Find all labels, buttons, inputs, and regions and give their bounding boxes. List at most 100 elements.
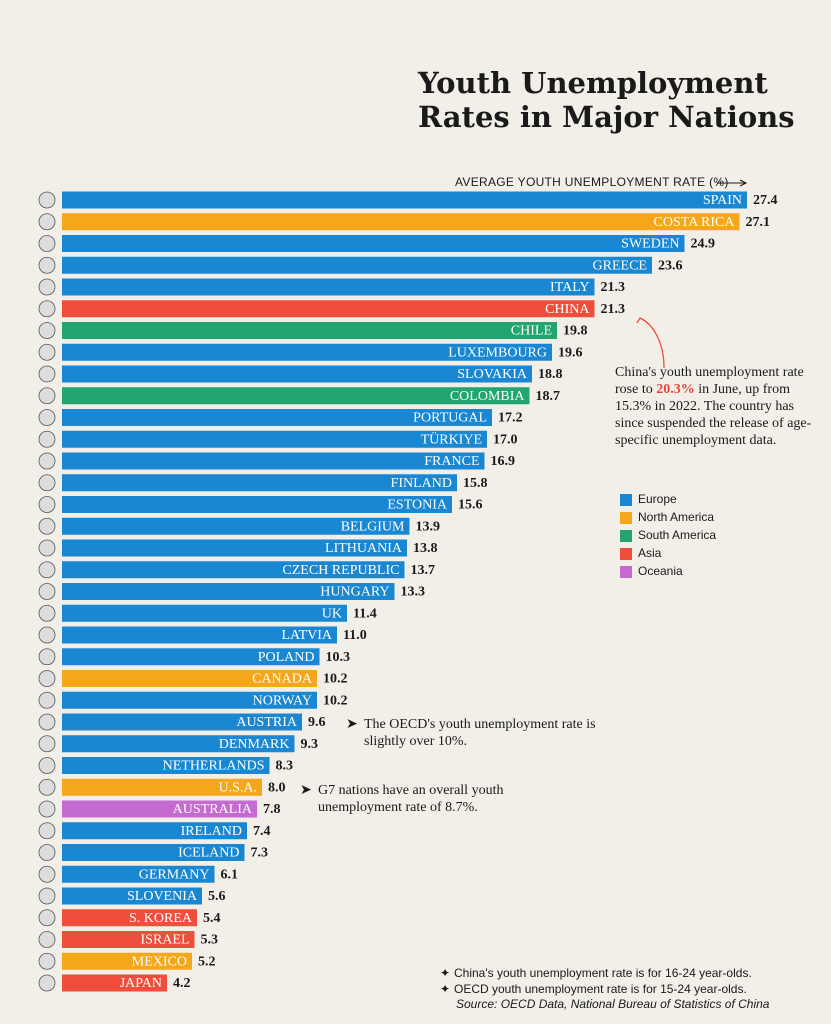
value-label: 13.9: [416, 519, 441, 534]
legend-label: South America: [638, 528, 716, 542]
legend-swatch: [620, 566, 632, 578]
value-label: 5.3: [201, 933, 219, 948]
china-arrow: [639, 317, 665, 369]
legend-label: Asia: [638, 546, 662, 560]
bar: [62, 735, 295, 753]
bar: [62, 409, 492, 426]
value-label: 13.8: [413, 541, 438, 556]
bar: [62, 365, 532, 383]
value-label: 9.6: [308, 715, 326, 730]
bar: [62, 452, 485, 470]
bar: [62, 213, 740, 231]
category-label: HUNGARY: [320, 585, 389, 600]
value-label: 13.3: [401, 585, 426, 600]
footnote: China's youth unemployment rate is for 1…: [440, 966, 831, 980]
value-label: 13.7: [411, 563, 436, 578]
flag: [38, 213, 56, 231]
bar: [62, 757, 270, 774]
value-label: 19.8: [563, 324, 588, 339]
category-label: ISRAEL: [141, 933, 190, 948]
flag: [38, 191, 56, 209]
subtitle: AVERAGE YOUTH UNEMPLOYMENT RATE (%): [455, 175, 729, 189]
legend-label: Oceania: [638, 564, 683, 578]
source: Source: OECD Data, National Bureau of St…: [456, 997, 770, 1011]
value-label: 27.4: [753, 193, 778, 208]
category-label: ICELAND: [178, 846, 239, 861]
bar: [62, 887, 202, 905]
chart-title: Youth Unemployment Rates in Major Nation…: [418, 66, 795, 134]
value-label: 7.3: [251, 846, 269, 861]
bar: [62, 561, 405, 579]
oecd-note: The OECD's youth unemployment rate is sl…: [346, 716, 604, 750]
category-label: DENMARK: [219, 737, 290, 752]
value-label: 21.3: [601, 302, 626, 317]
flag: [38, 822, 56, 840]
flag: [38, 256, 56, 274]
footnote: OECD youth unemployment rate is for 15-2…: [440, 982, 831, 996]
flag: [38, 430, 56, 448]
bar: [62, 670, 317, 687]
flag: [38, 757, 56, 774]
flag: [38, 865, 56, 883]
flag: [38, 648, 56, 666]
bar: [62, 256, 652, 274]
value-label: 5.6: [208, 889, 226, 904]
flag: [38, 931, 56, 948]
value-label: 18.8: [538, 367, 563, 382]
value-label: 7.4: [253, 824, 271, 839]
value-label: 10.3: [326, 650, 351, 665]
flag: [38, 322, 56, 339]
legend-label: Europe: [638, 492, 677, 506]
bar: [62, 496, 452, 513]
category-label: LUXEMBOURG: [448, 345, 547, 360]
bar: [62, 974, 167, 992]
value-label: 8.3: [276, 759, 294, 774]
value-label: 27.1: [746, 215, 771, 230]
value-label: 5.2: [198, 954, 216, 969]
category-label: GREECE: [593, 258, 647, 273]
value-label: 15.8: [463, 476, 488, 491]
bar: [62, 844, 245, 861]
flag: [38, 300, 56, 318]
bar: [62, 517, 410, 535]
category-label: COSTA RICA: [654, 215, 736, 230]
flag: [38, 343, 56, 361]
legend-swatch: [620, 548, 632, 560]
category-label: COLOMBIA: [450, 389, 526, 404]
flag: [38, 974, 56, 992]
value-label: 11.4: [353, 606, 377, 621]
category-label: LITHUANIA: [325, 541, 403, 556]
category-label: U.S.A.: [218, 780, 257, 795]
bar: [62, 691, 317, 709]
legend-swatch: [620, 512, 632, 524]
category-label: SLOVAKIA: [457, 367, 528, 382]
value-label: 16.9: [491, 454, 516, 469]
bar: [62, 343, 552, 361]
category-label: ITALY: [550, 280, 589, 295]
category-label: NORWAY: [253, 693, 312, 708]
china-arrow-head: [636, 317, 646, 324]
note-text: in June, up from 15.3% in 2022. The coun…: [615, 382, 812, 448]
legend-swatch: [620, 530, 632, 542]
value-label: 15.6: [458, 498, 483, 513]
decoration: [90, 70, 420, 180]
flag: [38, 496, 56, 513]
value-label: 24.9: [691, 237, 716, 252]
value-label: 4.2: [173, 976, 191, 991]
category-label: CZECH REPUBLIC: [282, 563, 399, 578]
bar: [62, 952, 192, 970]
bar: [62, 865, 215, 883]
legend-label: North America: [638, 510, 714, 524]
flag: [38, 735, 56, 753]
bar: [62, 300, 595, 318]
flag: [38, 604, 56, 622]
value-label: 19.6: [558, 345, 583, 360]
legend-swatch: [620, 494, 632, 506]
category-label: NETHERLANDS: [163, 759, 265, 774]
flag: [38, 583, 56, 600]
flag: [38, 387, 56, 405]
category-label: TÜRKIYE: [421, 430, 482, 447]
flag: [38, 409, 56, 426]
category-label: PORTUGAL: [413, 411, 487, 426]
bar: [62, 778, 262, 796]
